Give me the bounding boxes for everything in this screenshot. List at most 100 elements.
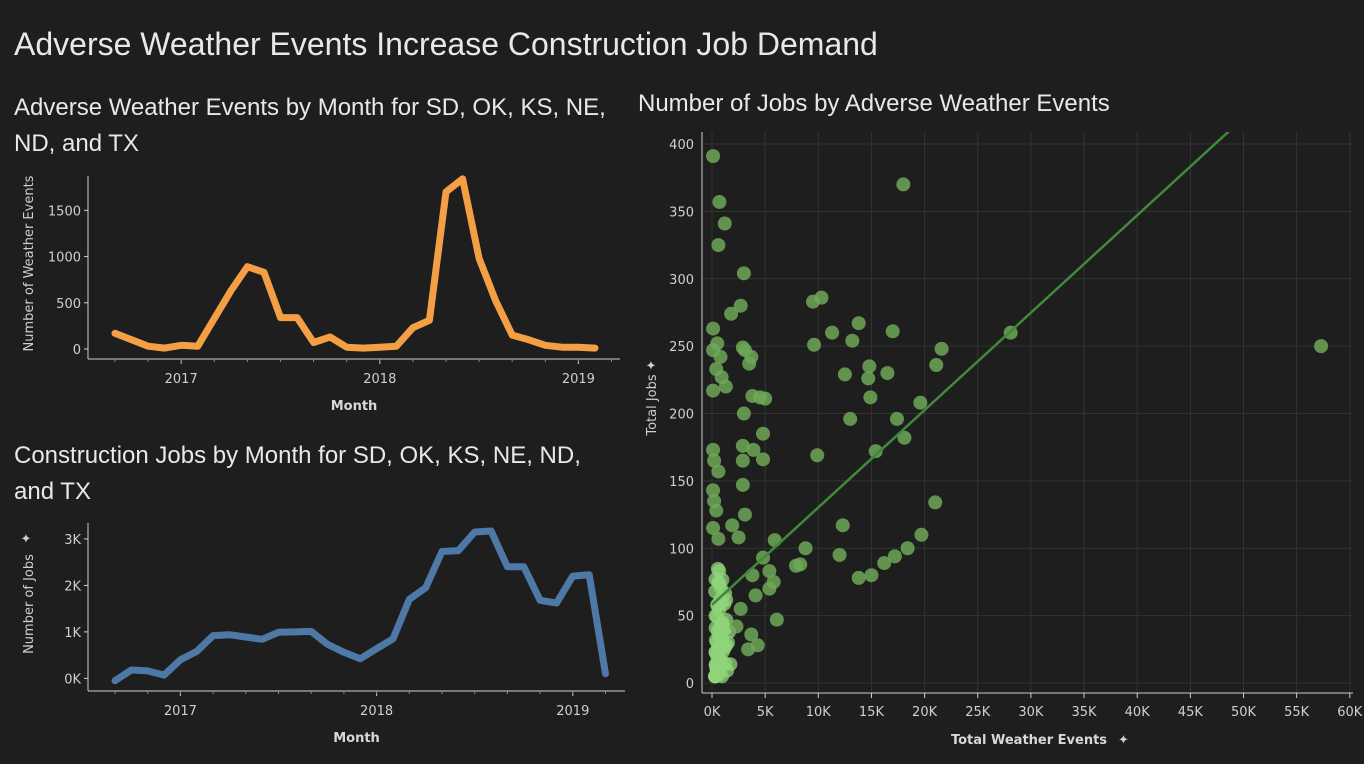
scatter-point[interactable]	[706, 442, 721, 457]
scatter-point[interactable]	[897, 430, 912, 445]
scatter-point[interactable]	[711, 531, 726, 546]
x-tick-label: 5K	[757, 705, 774, 720]
scatter-point[interactable]	[725, 518, 740, 533]
scatter-point[interactable]	[706, 343, 721, 358]
scatter-point[interactable]	[810, 448, 825, 463]
scatter-point[interactable]	[769, 612, 784, 627]
y-tick-label: 1000	[48, 251, 81, 266]
scatter-point[interactable]	[896, 177, 911, 192]
scatter-point	[713, 592, 728, 607]
scatter-point[interactable]	[864, 568, 879, 583]
scatter-point[interactable]	[711, 464, 726, 479]
scatter-point[interactable]	[718, 379, 733, 394]
scatter-point[interactable]	[929, 357, 944, 372]
y-tick-label: 100	[669, 542, 694, 557]
scatter-point[interactable]	[885, 324, 900, 339]
scatter-point[interactable]	[742, 356, 757, 371]
x-tick-label: 55K	[1284, 705, 1310, 720]
scatter-point[interactable]	[880, 366, 895, 381]
scatter-point[interactable]	[877, 556, 892, 571]
scatter-point[interactable]	[814, 290, 829, 305]
scatter-point[interactable]	[825, 325, 840, 340]
scatter-point[interactable]	[837, 367, 852, 382]
scatter-point[interactable]	[745, 568, 760, 583]
scatter-point[interactable]	[851, 570, 866, 585]
scatter-point[interactable]	[736, 266, 751, 281]
scatter-point[interactable]	[735, 438, 750, 453]
scatter-point[interactable]	[868, 444, 883, 459]
x-tick-label: 60K	[1337, 705, 1363, 720]
x-tick-label: 2017	[165, 372, 198, 387]
scatter-point[interactable]	[707, 453, 722, 468]
scatter-point[interactable]	[851, 316, 866, 331]
scatter-point[interactable]	[706, 383, 721, 398]
scatter-point[interactable]	[928, 495, 943, 510]
scatter-point[interactable]	[706, 483, 721, 498]
scatter-point[interactable]	[807, 337, 822, 352]
scatter-point[interactable]	[913, 395, 928, 410]
scatter-point[interactable]	[900, 541, 915, 556]
scatter-point[interactable]	[863, 390, 878, 405]
scatter-point[interactable]	[788, 558, 803, 573]
scatter-point	[712, 563, 727, 578]
scatter-point[interactable]	[887, 549, 902, 564]
scatter-point[interactable]	[934, 341, 949, 356]
scatter-point[interactable]	[733, 298, 748, 313]
scatter-point[interactable]	[832, 547, 847, 562]
x-tick-label: 2019	[562, 372, 595, 387]
scatter-point[interactable]	[733, 601, 748, 616]
trend-line	[711, 132, 1230, 606]
scatter-point[interactable]	[706, 321, 721, 336]
scatter-point[interactable]	[729, 619, 744, 634]
scatter-point[interactable]	[712, 194, 727, 209]
x-tick-label: 2019	[556, 704, 589, 719]
scatter-point[interactable]	[724, 306, 739, 321]
scatter-point[interactable]	[756, 452, 771, 467]
scatter-point[interactable]	[741, 642, 756, 657]
x-tick-label: 40K	[1125, 705, 1151, 720]
scatter-point[interactable]	[717, 216, 732, 231]
scatter-point[interactable]	[835, 518, 850, 533]
scatter-point[interactable]	[706, 149, 721, 164]
scatter-point[interactable]	[756, 426, 771, 441]
scatter-point	[712, 576, 727, 591]
series-line	[111, 527, 609, 685]
scatter-point[interactable]	[706, 521, 721, 536]
scatter-point[interactable]	[889, 411, 904, 426]
scatter-point[interactable]	[767, 533, 782, 548]
scatter-point[interactable]	[914, 527, 929, 542]
scatter-point[interactable]	[711, 238, 726, 253]
y-tick-label: 0K	[64, 672, 81, 687]
scatter-point[interactable]	[762, 581, 777, 596]
scatter-point[interactable]	[861, 371, 876, 386]
scatter-point[interactable]	[735, 477, 750, 492]
scatter-point[interactable]	[709, 503, 724, 518]
scatter-point[interactable]	[798, 541, 813, 556]
weather-events-line-chart: 0 500 1000 1500 2017 2018 2019 Month Number of W…	[22, 175, 620, 414]
scatter-chart-title: Number of Jobs by Adverse Weather Events	[638, 90, 1110, 117]
scatter-point[interactable]	[737, 507, 752, 522]
scatter-point[interactable]	[862, 359, 877, 374]
y-tick-label: 200	[669, 408, 694, 423]
y-tick-label: 0	[686, 677, 694, 692]
scatter-point[interactable]	[744, 627, 759, 642]
y-tick-label: 250	[669, 340, 694, 355]
scatter-point[interactable]	[762, 564, 777, 579]
scatter-point[interactable]	[843, 411, 858, 426]
dashboard-title: Adverse Weather Events Increase Construc…	[14, 26, 878, 62]
y-axis-label: Number of Jobs	[22, 554, 37, 654]
scatter-point[interactable]	[1314, 339, 1329, 354]
scatter-point[interactable]	[735, 453, 750, 468]
scatter-point[interactable]	[748, 588, 763, 603]
x-tick-label: 20K	[912, 705, 938, 720]
scatter-point[interactable]	[758, 391, 773, 406]
scatter-point[interactable]	[731, 530, 746, 545]
x-tick-label: 2018	[360, 704, 393, 719]
jobs-chart-title: Construction Jobs by Month for SD, OK, K…	[14, 442, 581, 505]
pin-icon: ✦	[646, 359, 657, 374]
scatter-point[interactable]	[746, 442, 761, 457]
scatter-point[interactable]	[845, 333, 860, 348]
y-tick-label: 2K	[64, 579, 81, 594]
x-tick-label: 15K	[859, 705, 885, 720]
scatter-point[interactable]	[736, 406, 751, 421]
